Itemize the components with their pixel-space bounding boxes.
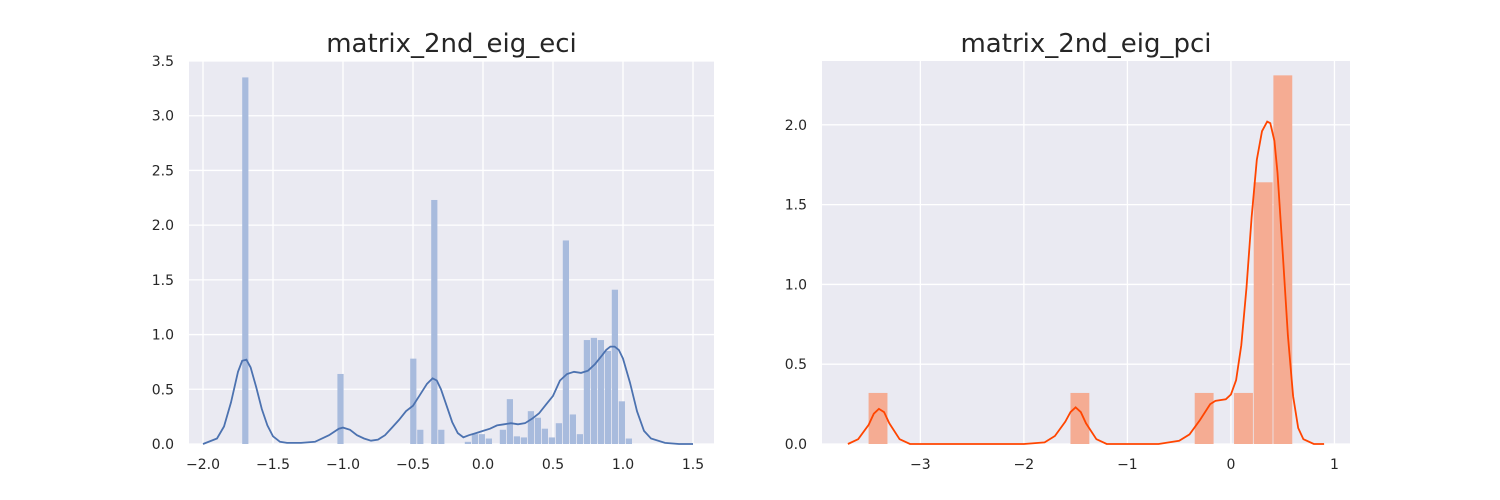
histogram-bar: [431, 199, 438, 444]
histogram-bar: [1194, 392, 1214, 444]
y-tick-label: 2.0: [152, 218, 174, 234]
histogram-bar: [506, 399, 513, 444]
histogram-bar: [604, 350, 611, 444]
kde-line-left: [202, 345, 693, 445]
x-tick-label: 1: [1330, 457, 1339, 473]
histogram-bar: [868, 392, 888, 444]
y-tick-label: 0.0: [785, 437, 807, 453]
y-tick-label: 0.0: [152, 437, 174, 453]
panel-matrix-2nd-eig-pci: −3 −2 −1 0 1 0.0 0.5 1.0 1.5 2.0 matrix_2nd_eig_…: [785, 29, 1350, 473]
y-ticks-right: 0.0 0.5 1.0 1.5 2.0: [785, 118, 807, 453]
histogram-bar: [590, 337, 597, 444]
y-tick-label: 1.0: [785, 277, 807, 293]
y-tick-label: 1.5: [152, 273, 174, 289]
histogram-bar: [1253, 182, 1273, 445]
x-ticks-right: −3 −2 −1 0 1: [910, 457, 1339, 473]
y-tick-label: 2.5: [152, 163, 174, 179]
histogram-bar: [583, 340, 590, 444]
histogram-bar: [611, 289, 618, 444]
histogram-bar: [337, 373, 344, 444]
histogram-bar: [464, 441, 471, 444]
histogram-bar: [242, 77, 249, 445]
x-tick-label: 1.5: [682, 457, 704, 473]
x-tick-label: −3: [910, 457, 931, 473]
chart-title-left: matrix_2nd_eig_eci: [326, 29, 577, 59]
histogram-left: [242, 77, 632, 445]
x-ticks-left: −2.0 −1.5 −1.0 −0.5 0.0 0.5 1.0 1.5: [186, 457, 704, 473]
histogram-bar: [410, 358, 417, 444]
y-tick-label: 0.5: [785, 357, 807, 373]
y-tick-label: 0.5: [152, 382, 174, 398]
y-tick-label: 3.5: [152, 54, 174, 70]
histogram-bar: [471, 434, 478, 444]
histogram-bar: [555, 423, 562, 444]
plot-area-left: [189, 61, 714, 444]
histogram-bar: [597, 340, 604, 444]
panel-matrix-2nd-eig-eci: −2.0 −1.5 −1.0 −0.5 0.0 0.5 1.0 1.5 0.0 0.5 1.0 1.…: [152, 29, 714, 473]
y-tick-label: 2.0: [785, 118, 807, 134]
histogram-bar: [499, 429, 506, 444]
y-ticks-left: 0.0 0.5 1.0 1.5 2.0 2.5 3.0 3.5: [152, 54, 174, 453]
x-tick-label: 0.0: [472, 457, 494, 473]
x-tick-label: −1.5: [256, 457, 290, 473]
histogram-bar: [562, 240, 569, 444]
histogram-bar: [417, 429, 424, 444]
histogram-bar: [1234, 392, 1253, 444]
grid-left: [189, 60, 714, 445]
histogram-bar: [576, 434, 583, 444]
histogram-bar: [513, 436, 520, 444]
x-tick-label: −2.0: [186, 457, 220, 473]
y-tick-label: 1.5: [785, 198, 807, 214]
chart-title-right: matrix_2nd_eig_pci: [960, 29, 1211, 59]
y-tick-label: 1.0: [152, 328, 174, 344]
histogram-bar: [527, 411, 534, 444]
x-tick-label: 1.0: [612, 457, 634, 473]
kde-line-right: [847, 120, 1325, 445]
y-tick-label: 3.0: [152, 109, 174, 125]
histogram-bar: [534, 417, 541, 444]
histogram-bar: [485, 438, 492, 444]
histogram-bar: [478, 434, 485, 444]
histogram-bar: [541, 428, 548, 444]
histogram-bar: [1070, 392, 1090, 444]
histogram-bar: [625, 438, 632, 444]
histogram-bar: [548, 437, 555, 444]
x-tick-label: −1.0: [326, 457, 360, 473]
histogram-bar: [618, 401, 625, 444]
histogram-bar: [438, 429, 445, 444]
x-tick-label: 0.5: [542, 457, 564, 473]
x-tick-label: 0: [1226, 457, 1235, 473]
x-tick-label: −2: [1014, 457, 1035, 473]
histogram-bar: [520, 437, 527, 444]
x-tick-label: −0.5: [396, 457, 430, 473]
x-tick-label: −1: [1117, 457, 1138, 473]
histogram-bar: [569, 414, 576, 444]
